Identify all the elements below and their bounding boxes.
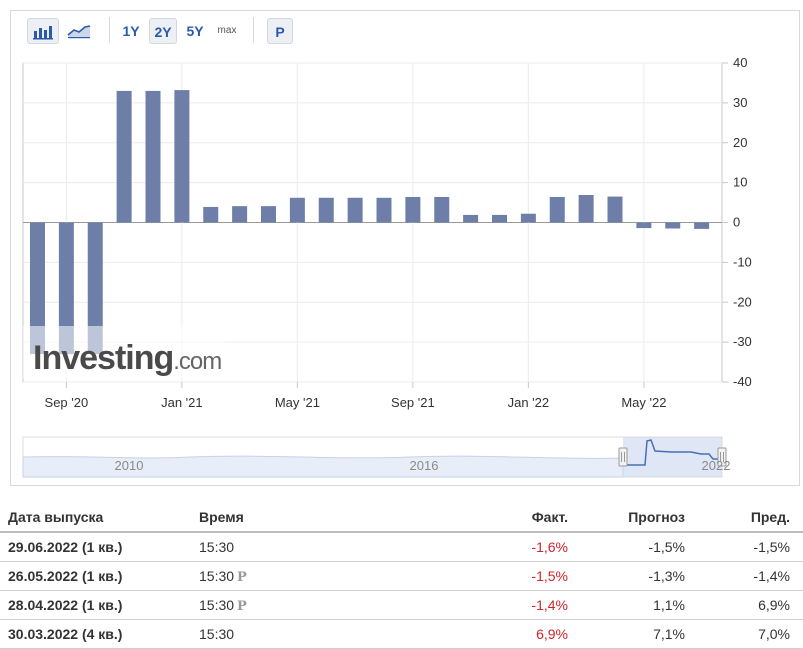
table-row: 29.06.2022 (1 кв.) 15:30 -1,6% -1,5% -1,5% [0,533,803,562]
table-row: 26.05.2022 (1 кв.) 15:30 P -1,5% -1,3% -1,4% [0,562,803,591]
bar [289,197,305,223]
previous-value: 6,9% [758,597,790,613]
bar [607,196,623,223]
y-tick-label: 10 [733,175,747,190]
range-5y-button[interactable]: 5Y [186,23,204,39]
navigator-year-label: 2010 [115,458,144,473]
table-row: 30.03.2022 (4 кв.) 15:30 6,9% 7,1% 7,0% [0,620,803,649]
bar [694,222,710,229]
y-tick-label: -10 [733,254,752,269]
header-time: Время [199,509,244,525]
x-tick-label: Sep '20 [45,395,89,410]
x-tick-label: May '22 [621,395,666,410]
previous-value: 7,0% [758,626,790,642]
previous-value: -1,4% [753,568,790,584]
y-tick-label: -30 [733,334,752,349]
navigator-series [22,455,624,478]
x-tick-label: Jan '21 [161,395,203,410]
bar [665,222,681,229]
header-actual: Факт. [531,509,568,525]
bar [492,214,507,223]
bar [318,197,334,223]
navigator-handle [618,447,628,467]
navigator-year-label: 2022 [702,458,731,473]
y-tick-label: 40 [733,55,747,70]
release-time: 15:30 P [199,568,247,585]
bar [58,222,74,355]
preliminary-icon: P [237,599,247,614]
chart-toolbar: 1Y 2Y 5Y max P [11,11,799,49]
release-date: 30.03.2022 (4 кв.) [8,626,123,642]
investing-logo-brand: Investing [33,339,173,377]
navigator-selection [623,437,722,477]
y-tick-label: -20 [733,294,752,309]
bar-chart-button[interactable] [27,18,59,44]
actual-value: -1,6% [531,539,568,555]
bar [376,197,392,223]
p-button[interactable]: P [267,18,293,44]
x-tick-label: Sep '21 [391,395,435,410]
header-forecast: Прогноз [628,509,685,525]
bar [261,206,276,223]
bar [405,196,421,223]
bar [549,196,565,223]
bar [463,214,479,223]
bar [174,90,190,223]
release-table: Дата выпуска Время Факт. Прогноз Пред. 2… [0,505,803,649]
area-chart-button[interactable] [63,18,95,44]
bar [520,213,536,223]
forecast-value: 1,1% [653,597,685,613]
bar [347,197,363,223]
header-previous: Пред. [750,509,790,525]
preliminary-icon: P [237,570,247,585]
investing-logo-suffix: .com [173,348,221,375]
bar [30,222,45,355]
bar [145,90,161,223]
bar [636,222,652,229]
previous-value: -1,5% [753,539,790,555]
forecast-value: -1,5% [648,539,685,555]
area-chart-icon [67,25,91,39]
y-tick-label: 30 [733,95,747,110]
release-date: 28.04.2022 (1 кв.) [8,597,123,613]
actual-value: 6,9% [536,626,568,642]
release-date: 29.06.2022 (1 кв.) [8,539,123,555]
bar-chart-icon [33,26,53,40]
bar [116,90,132,223]
release-time: 15:30 [199,626,235,642]
actual-value: -1,5% [531,568,568,584]
release-time: 15:30 [199,539,235,555]
y-tick-label: 20 [733,135,747,150]
bar [232,206,248,223]
bar [203,206,219,223]
chart-frame: 1Y 2Y 5Y max P 40 30 20 10 0 -10 -20 -30 -40 Sep … [10,10,800,486]
investing-logo: Investing.com [33,339,221,377]
range-max-button[interactable]: max [217,25,237,36]
release-time: 15:30 P [199,597,247,614]
watermark-backdrop [23,326,225,378]
forecast-value: -1,3% [648,568,685,584]
x-tick-label: Jan '22 [508,395,550,410]
table-header-row: Дата выпуска Время Факт. Прогноз Пред. [0,505,803,533]
bar [578,194,594,223]
actual-value: -1,4% [531,597,568,613]
bar [434,196,450,223]
range-1y-button[interactable]: 1Y [122,23,140,39]
table-row: 28.04.2022 (1 кв.) 15:30 P -1,4% 1,1% 6,9% [0,591,803,620]
forecast-value: 7,1% [653,626,685,642]
release-date: 26.05.2022 (1 кв.) [8,568,123,584]
bar [87,222,103,355]
range-2y-button[interactable]: 2Y [149,18,177,44]
x-tick-label: May '21 [275,395,320,410]
navigator-year-label: 2016 [410,458,439,473]
y-tick-label: -40 [733,374,752,389]
header-date: Дата выпуска [8,509,104,525]
navigator-line [627,439,719,466]
y-tick-label: 0 [733,215,740,230]
